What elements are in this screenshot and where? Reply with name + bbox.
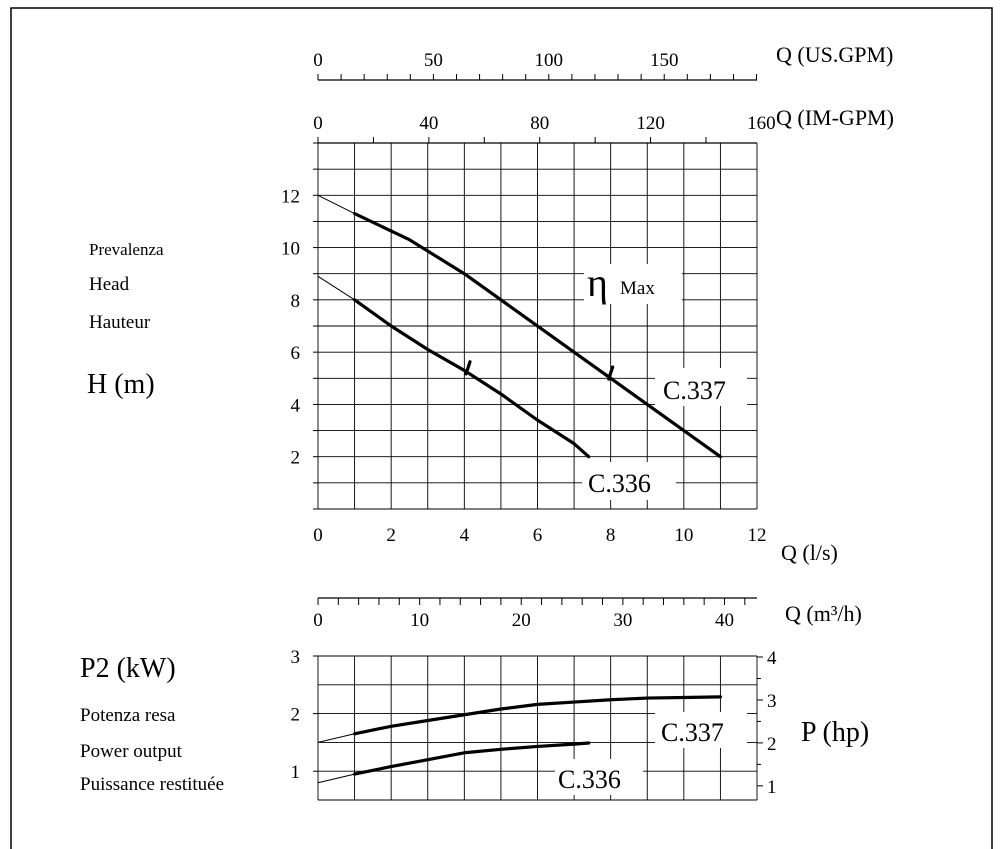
secondary-x-axis-label: Q (US.GPM) bbox=[776, 42, 893, 67]
hp-tick-label: 3 bbox=[767, 691, 777, 712]
secondary-x-axis-label: Q (IM-GPM) bbox=[776, 105, 894, 130]
power-y-tick-label: 2 bbox=[291, 705, 301, 726]
head-x-tick-label: 0 bbox=[313, 525, 323, 546]
secondary-x-tick-label: 0 bbox=[313, 50, 323, 71]
secondary-x-tick-label: 0 bbox=[313, 113, 323, 134]
m3h-tick-label: 40 bbox=[715, 610, 734, 631]
power-y-tick-label: 1 bbox=[291, 762, 301, 783]
eta-subscript: Max bbox=[620, 278, 655, 299]
head-curve-c336 bbox=[352, 298, 591, 459]
series-label-bg bbox=[582, 462, 676, 500]
m3h-tick-label: 10 bbox=[410, 610, 429, 631]
chart-frame bbox=[10, 7, 993, 849]
hp-tick-label: 2 bbox=[767, 734, 777, 755]
power-label-en: Power output bbox=[80, 741, 183, 762]
eta-symbol: η bbox=[587, 260, 608, 305]
ylabel-en: Head bbox=[89, 274, 130, 295]
series-label-bg bbox=[555, 759, 643, 795]
power-curve-extension bbox=[317, 733, 355, 743]
ylabel-fr: Hauteur bbox=[89, 312, 151, 333]
head-x-tick-label: 12 bbox=[748, 525, 767, 546]
power-series-label-c337: C.337 bbox=[661, 718, 724, 747]
head-y-tick-label: 12 bbox=[281, 186, 300, 207]
head-x-axis-label: Q (l/s) bbox=[781, 540, 838, 565]
head-y-tick-label: 6 bbox=[291, 343, 301, 364]
series-label-bg bbox=[655, 368, 747, 406]
secondary-x-tick-label: 80 bbox=[530, 113, 549, 134]
power-y-tick-label: 3 bbox=[291, 647, 301, 668]
secondary-x-tick-label: 100 bbox=[535, 50, 564, 71]
eta-max-marker bbox=[607, 365, 615, 381]
hp-tick-label: 4 bbox=[767, 648, 777, 669]
head-curve-extension bbox=[317, 194, 355, 215]
power-y2label: P (hp) bbox=[801, 717, 869, 748]
head-x-tick-label: 2 bbox=[386, 525, 396, 546]
ylabel-unit: H (m) bbox=[87, 369, 155, 400]
ylabel-it: Prevalenza bbox=[89, 240, 164, 259]
head-y-tick-label: 10 bbox=[281, 239, 300, 260]
head-y-tick-label: 4 bbox=[291, 395, 301, 416]
series-label-c337: C.337 bbox=[663, 376, 726, 405]
hp-tick-label: 1 bbox=[767, 777, 777, 798]
power-label-it: Potenza resa bbox=[80, 705, 176, 726]
head-y-tick-label: 2 bbox=[291, 448, 301, 469]
head-x-tick-label: 8 bbox=[606, 525, 616, 546]
grid-layer bbox=[317, 142, 758, 801]
m3h-tick-label: 30 bbox=[613, 610, 632, 631]
series-label-c336: C.336 bbox=[588, 469, 651, 498]
secondary-x-tick-label: 160 bbox=[747, 113, 776, 134]
head-curve-c337 bbox=[352, 211, 723, 459]
power-curve-c337 bbox=[352, 695, 723, 736]
power-series-label-c336: C.336 bbox=[558, 765, 621, 794]
eta-label-bg bbox=[584, 264, 682, 304]
head-x-tick-label: 6 bbox=[533, 525, 543, 546]
head-y-tick-label: 8 bbox=[291, 291, 301, 312]
secondary-x-tick-label: 40 bbox=[419, 113, 438, 134]
m3h-tick-label: 20 bbox=[512, 610, 531, 631]
eta-max-marker bbox=[464, 360, 472, 376]
secondary-x-tick-label: 150 bbox=[650, 50, 679, 71]
m3h-tick-label: 0 bbox=[313, 610, 323, 631]
head-x-tick-label: 10 bbox=[674, 525, 693, 546]
curves-layer bbox=[317, 194, 723, 784]
power-label-fr: Puissance restituée bbox=[80, 774, 224, 795]
series-label-bg bbox=[655, 712, 747, 748]
secondary-x-tick-label: 120 bbox=[636, 113, 665, 134]
m3h-axis-label: Q (m³/h) bbox=[785, 601, 862, 626]
power-curve-extension bbox=[317, 773, 355, 784]
power-ylabel: P2 (kW) bbox=[80, 653, 176, 684]
axes-layer bbox=[313, 74, 763, 787]
power-curve-c336 bbox=[352, 741, 591, 776]
head-x-tick-label: 4 bbox=[460, 525, 470, 546]
head-curve-extension bbox=[317, 275, 355, 301]
secondary-x-tick-label: 50 bbox=[424, 50, 443, 71]
